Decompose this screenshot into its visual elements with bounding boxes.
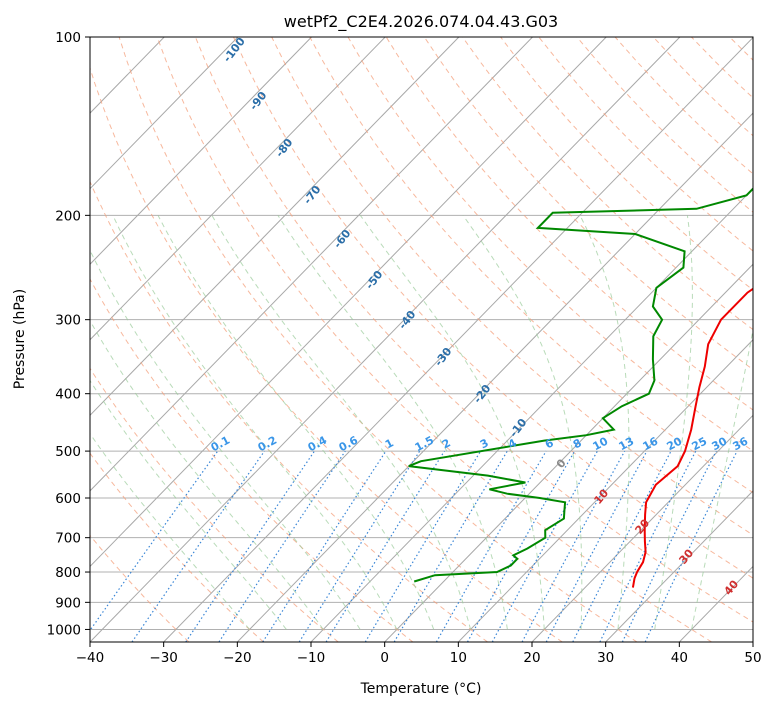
moist-adiabat-line: [359, 215, 545, 630]
x-tick-label: 10: [450, 650, 467, 666]
mixing-ratio-line: [90, 450, 219, 632]
isotherm-line: [384, 263, 753, 642]
isotherm-line: [605, 490, 753, 642]
moist-adiabat-line: [112, 215, 398, 630]
isotherm-line: [90, 37, 460, 417]
x-tick-label: 30: [597, 650, 614, 666]
mixing-ratio-label: 13: [617, 435, 637, 454]
mixing-ratio-line: [491, 450, 598, 642]
isotherm-line: [90, 37, 681, 642]
moist-adiabat-line: [691, 327, 753, 630]
dry-adiabat-line: [233, 37, 753, 579]
mixing-ratio-line: [131, 450, 265, 642]
dry-adiabat-line: [500, 37, 753, 291]
x-tick-label: −40: [76, 650, 105, 666]
isotherm-line: [457, 339, 753, 642]
data-lines: [408, 187, 753, 588]
mixing-ratio-label: 16: [641, 434, 661, 453]
mixing-ratio-line: [364, 450, 482, 642]
axis-ticks: −40 −30 −20 −10 0 10 20 30 40 50 100 200 300 400 500 60…: [47, 30, 762, 666]
background-lines: [90, 37, 753, 642]
moist-adiabat-line: [277, 215, 508, 630]
mixing-ratio-line: [621, 450, 717, 642]
y-tick-label: 300: [55, 313, 81, 329]
mixing-ratio-line: [521, 450, 626, 642]
moist-adiabat-line: [90, 319, 324, 630]
temperature-profile-line: [631, 287, 753, 588]
mixing-ratio-label: 30: [710, 434, 730, 453]
y-tick-label: 600: [55, 491, 81, 507]
y-tick-label: 1000: [47, 622, 81, 638]
dry-adiabat-line: [271, 37, 753, 536]
mixing-ratio-label: 10: [591, 434, 611, 453]
y-axis-label: Pressure (hPa): [12, 289, 28, 389]
dry-adiabat-line: [90, 367, 339, 642]
plot-frame: [89, 36, 754, 643]
mixing-ratio-label: 36: [731, 434, 751, 453]
y-tick-label: 500: [55, 444, 81, 460]
y-tick-label: 700: [55, 531, 81, 547]
x-axis-label: Temperature (°C): [360, 681, 482, 697]
moist-adiabat-line: [157, 215, 435, 630]
moist-adiabat-line: [90, 432, 250, 630]
x-tick-label: 20: [523, 650, 540, 666]
dry-adiabat-line: [90, 278, 414, 642]
mixing-ratio-line: [466, 450, 576, 642]
x-tick-label: 40: [671, 650, 688, 666]
x-tick-label: −30: [149, 650, 178, 666]
dewpoint-profile-line: [408, 187, 753, 583]
mixing-ratio-line: [599, 450, 697, 642]
x-tick-label: 50: [744, 650, 761, 666]
mixing-ratio-line: [185, 450, 315, 642]
mixing-ratio-line: [298, 450, 421, 642]
dry-adiabat-line: [309, 37, 753, 494]
isotherm-line: [236, 112, 753, 642]
isotherm-line: [90, 37, 607, 568]
x-tick-label: 0: [380, 650, 389, 666]
moist-adiabat-line: [462, 215, 583, 630]
isotherm-line: [90, 37, 533, 492]
isotherm-line: [90, 37, 312, 265]
chart-title: wetPf2_C2E4.2026.074.04.43.G03: [284, 12, 558, 32]
moist-adiabat-line: [90, 379, 287, 630]
moist-adiabat-line: [654, 215, 693, 630]
y-tick-label: 200: [55, 208, 81, 224]
dry-adiabat-line: [423, 37, 753, 371]
isotherm-line: [531, 414, 753, 642]
mixing-ratio-label: 20: [665, 434, 685, 453]
x-tick-label: −20: [223, 650, 252, 666]
isotherm-line: [90, 37, 239, 190]
dry-adiabat-line: [90, 66, 563, 642]
dry-adiabat-line: [118, 37, 638, 642]
dry-adiabat-line: [385, 37, 753, 411]
moist-adiabat-line: [579, 215, 630, 630]
y-tick-label: 800: [55, 565, 81, 581]
y-tick-label: 900: [55, 595, 81, 611]
mixing-ratio-line: [218, 450, 346, 642]
moist-adiabat-line: [90, 249, 361, 630]
mixing-ratio-line: [325, 450, 446, 642]
y-tick-label: 400: [55, 387, 81, 403]
mixing-ratio-label: 25: [690, 435, 710, 454]
isotherm-line: [163, 37, 753, 642]
y-tick-label: 100: [55, 30, 81, 46]
moist-adiabat-line: [211, 215, 472, 630]
mixing-ratio-line: [262, 450, 387, 642]
x-tick-label: −10: [297, 650, 326, 666]
